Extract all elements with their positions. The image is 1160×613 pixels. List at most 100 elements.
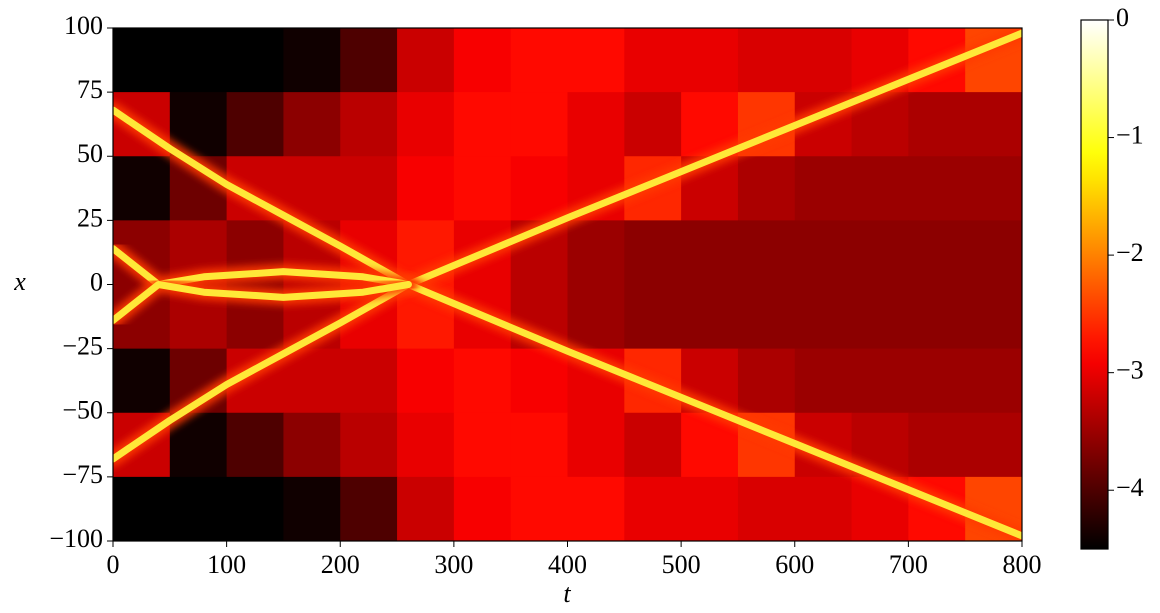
heat-cell: [397, 476, 455, 541]
heat-cell: [624, 412, 682, 478]
heat-cell: [851, 220, 909, 285]
heat-cell: [908, 156, 966, 221]
heat-cell: [567, 220, 625, 285]
heat-cell: [737, 156, 796, 221]
heat-cell: [681, 284, 739, 350]
heat-cell: [737, 28, 796, 93]
heat-cell: [737, 476, 796, 541]
y-tick-label: 0: [90, 267, 103, 296]
heat-cell: [510, 92, 568, 157]
heat-cell: [113, 348, 171, 414]
heat-cell: [851, 284, 909, 350]
trajectory: [113, 29, 1022, 288]
y-tick-label: 100: [64, 11, 103, 40]
heat-cell: [681, 476, 739, 541]
heat-cell: [283, 476, 341, 541]
heat-cell: [453, 348, 512, 414]
heat-cell: [226, 92, 284, 157]
heat-cell: [794, 348, 853, 414]
colorbar-tick-label: −4: [1116, 473, 1144, 502]
heat-cell: [965, 92, 1022, 157]
heat-cell: [283, 92, 341, 157]
heat-cell: [283, 156, 341, 221]
heat-cell: [397, 92, 455, 157]
heat-cell: [340, 476, 398, 541]
colorbar-tick-label: 0: [1116, 3, 1129, 32]
heat-cell: [510, 28, 568, 93]
x-tick-label: 600: [775, 550, 814, 579]
x-tick-label: 300: [434, 550, 473, 579]
heat-cell: [510, 348, 568, 414]
heat-cell: [965, 348, 1022, 414]
heat-cell: [453, 476, 512, 541]
heat-cell: [908, 348, 966, 414]
heat-cell: [908, 92, 966, 157]
y-tick-label: −100: [49, 524, 103, 553]
heat-cell: [794, 476, 853, 541]
x-tick-label: 400: [548, 550, 587, 579]
heat-cell: [113, 476, 171, 541]
heat-cell: [283, 412, 341, 478]
heat-cell: [397, 28, 455, 93]
heat-cell: [283, 28, 341, 93]
plot-area: [113, 28, 1022, 541]
heat-cell: [340, 28, 398, 93]
x-tick-label: 500: [662, 550, 701, 579]
x-axis-label: t: [563, 579, 571, 608]
heat-cell: [737, 348, 796, 414]
heat-cell: [113, 156, 171, 221]
heat-cell: [624, 28, 682, 93]
heat-cell: [567, 476, 625, 541]
heat-cell: [340, 412, 398, 478]
heat-cell: [567, 92, 625, 157]
heat-cell: [794, 156, 853, 221]
colorbar-tick-label: −1: [1116, 121, 1144, 150]
heat-cell: [794, 284, 853, 350]
heat-cell: [510, 412, 568, 478]
heat-cell: [397, 348, 455, 414]
heat-cell: [794, 28, 853, 93]
heat-cell: [397, 156, 455, 221]
heat-cell: [567, 28, 625, 93]
trajectory: [113, 281, 412, 324]
x-tick-label: 200: [321, 550, 360, 579]
trajectory: [113, 281, 1022, 540]
heat-cell: [908, 412, 966, 478]
colorbar-tick-label: −3: [1116, 356, 1144, 385]
y-tick-label: 25: [77, 203, 103, 232]
heat-cell: [340, 156, 398, 221]
y-tick-label: 75: [77, 75, 103, 104]
heat-cell: [340, 92, 398, 157]
heat-cell: [737, 220, 796, 285]
heat-cell: [965, 412, 1022, 478]
heat-cell: [567, 284, 625, 350]
x-tick-label: 0: [107, 550, 120, 579]
heat-cell: [624, 476, 682, 541]
heat-cell: [681, 28, 739, 93]
heat-cell: [453, 28, 512, 93]
heat-cell: [226, 28, 284, 93]
heat-cell: [908, 220, 966, 285]
heat-cell: [624, 92, 682, 157]
heat-cell: [510, 156, 568, 221]
colorbar-tick-label: −2: [1116, 238, 1144, 267]
colorbar: [1080, 19, 1109, 550]
heat-cell: [681, 220, 739, 285]
heat-cell: [908, 284, 966, 350]
heat-cell: [169, 28, 228, 93]
heat-cell: [397, 412, 455, 478]
heat-cell: [113, 28, 171, 93]
heat-cell: [851, 348, 909, 414]
heat-cell: [737, 284, 796, 350]
heat-cell: [624, 220, 682, 285]
heat-cell: [567, 412, 625, 478]
y-tick-label: −25: [62, 332, 103, 361]
y-axis-label: x: [13, 267, 26, 296]
heat-cell: [624, 284, 682, 350]
heat-cell: [169, 476, 228, 541]
heat-cell: [340, 348, 398, 414]
y-tick-label: −75: [62, 460, 103, 489]
heat-cell: [453, 92, 512, 157]
heat-cell: [965, 220, 1022, 285]
